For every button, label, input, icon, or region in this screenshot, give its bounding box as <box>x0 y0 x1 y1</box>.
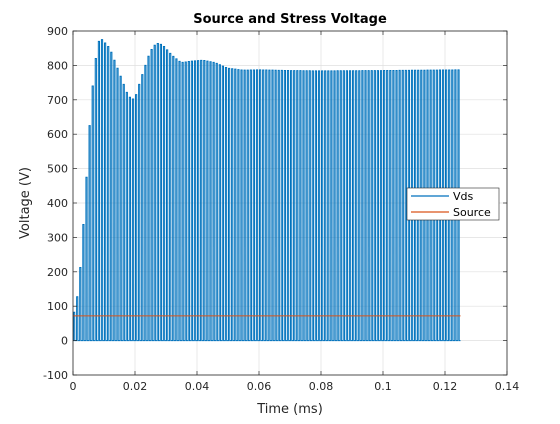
axis-ticks: 0 0.02 0.04 0.06 0.08 0.1 0.12 0.14-10001002003… <box>43 25 519 393</box>
y-axis-label: Voltage (V) <box>18 167 33 239</box>
x-tick-label: 0.02 <box>123 380 148 393</box>
y-tick-label: 500 <box>47 163 68 176</box>
y-tick-label: 700 <box>47 94 68 107</box>
x-tick-label: 0.14 <box>495 380 520 393</box>
y-tick-label: -100 <box>43 369 68 382</box>
x-tick-label: 0.08 <box>309 380 334 393</box>
y-tick-label: 100 <box>47 300 68 313</box>
y-tick-label: 400 <box>47 197 68 210</box>
legend-box <box>406 187 500 221</box>
y-tick-label: 900 <box>47 25 68 38</box>
legend: Vds Source <box>406 187 500 221</box>
y-tick-label: 200 <box>47 266 68 279</box>
y-tick-label: 300 <box>47 231 68 244</box>
y-tick-label: 800 <box>47 59 68 72</box>
chart-title: Source and Stress Voltage <box>193 12 387 27</box>
x-axis-label: Time (ms) <box>256 402 323 417</box>
series-line-vds <box>72 39 461 342</box>
x-tick-label: 0 <box>70 380 77 393</box>
plot-series <box>72 39 461 342</box>
legend-label-source: Source <box>453 206 491 219</box>
x-tick-label: 0.06 <box>247 380 272 393</box>
y-tick-label: 600 <box>47 128 68 141</box>
x-tick-label: 0.12 <box>433 380 458 393</box>
y-tick-label: 0 <box>61 335 68 348</box>
legend-label-vds: Vds <box>453 190 474 203</box>
x-tick-label: 0.04 <box>185 380 210 393</box>
x-tick-label: 0.1 <box>374 380 392 393</box>
plot-frame <box>72 30 508 376</box>
